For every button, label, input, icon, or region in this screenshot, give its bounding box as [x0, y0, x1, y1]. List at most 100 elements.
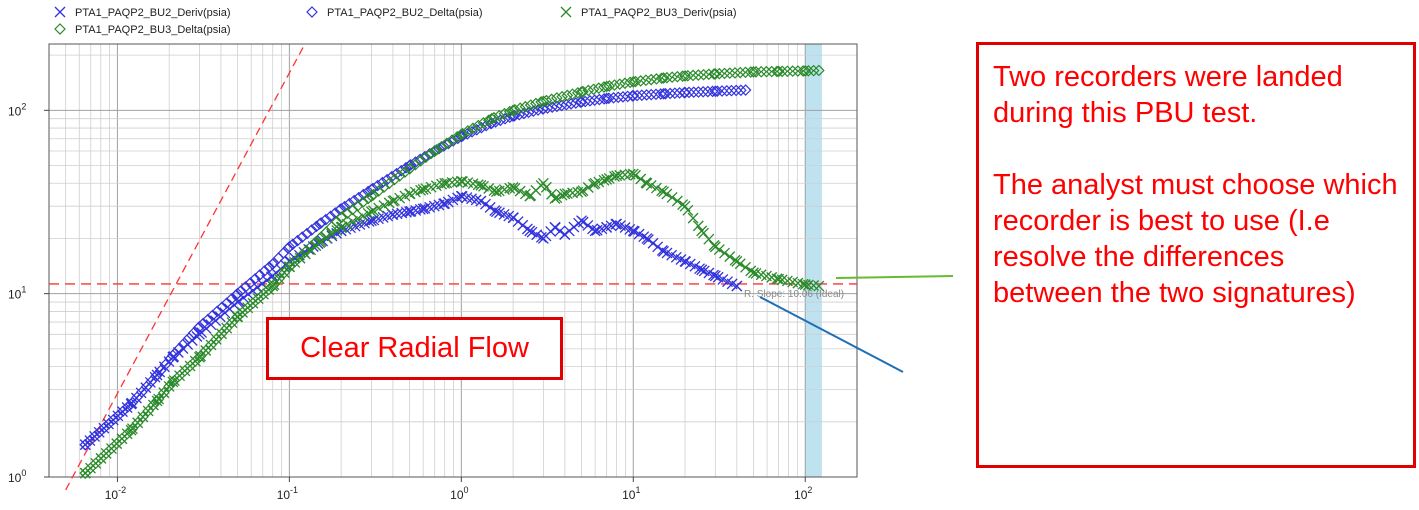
- x-marker: [647, 237, 659, 249]
- diamond-marker: [305, 224, 318, 236]
- diamond-marker: [93, 426, 106, 438]
- data-point: [799, 279, 811, 291]
- data-point: [125, 424, 137, 437]
- data-point: [313, 232, 326, 245]
- x-marker: [671, 195, 683, 207]
- x-marker: [373, 202, 385, 214]
- data-point: [283, 261, 296, 273]
- data-point: [417, 203, 429, 215]
- data-point: [266, 258, 279, 270]
- radial-flow-label: Clear Radial Flow: [266, 317, 563, 380]
- diamond-marker: [372, 185, 385, 197]
- diamond-marker: [158, 386, 170, 399]
- diamond-marker: [202, 313, 214, 326]
- diamond-marker: [519, 100, 532, 113]
- diamond-marker: [409, 158, 422, 171]
- x-marker: [451, 176, 463, 188]
- data-point: [679, 86, 691, 99]
- diamond-marker: [634, 75, 647, 87]
- diamond-marker: [545, 93, 558, 106]
- diamond-marker: [514, 102, 527, 115]
- data-point: [641, 233, 653, 244]
- diamond-marker: [682, 69, 694, 82]
- data-point: [79, 438, 92, 451]
- diamond-marker: [735, 84, 747, 97]
- legend-x-icon: [54, 6, 66, 18]
- diamond-marker: [540, 94, 553, 107]
- diamond-marker: [666, 71, 678, 84]
- diamond-marker: [588, 94, 601, 107]
- data-point: [576, 186, 587, 198]
- data-point: [193, 351, 206, 364]
- diamond-marker: [393, 170, 406, 182]
- diamond-marker: [598, 81, 610, 93]
- diamond-marker: [807, 64, 820, 77]
- x-marker: [352, 213, 364, 225]
- diamond-marker: [687, 86, 700, 99]
- diamond-marker: [461, 125, 474, 137]
- data-point: [365, 206, 377, 218]
- diamond-marker: [399, 166, 411, 178]
- y-tick-label: 102: [8, 101, 26, 118]
- x-marker: [512, 216, 524, 228]
- diamond-marker: [725, 84, 738, 97]
- diamond-marker: [706, 85, 719, 98]
- diamond-marker: [720, 84, 733, 97]
- diamond-marker: [713, 67, 726, 80]
- x-marker: [661, 188, 673, 200]
- data-point: [679, 70, 691, 82]
- diamond-marker: [362, 185, 375, 198]
- x-tick-label: 102: [794, 485, 812, 502]
- data-point: [575, 86, 588, 98]
- diamond-marker: [163, 380, 175, 393]
- diamond-marker: [98, 422, 110, 434]
- diamond-marker: [687, 69, 699, 82]
- data-point: [387, 209, 399, 221]
- diamond-marker: [362, 192, 375, 205]
- series-3: [79, 168, 825, 479]
- x-marker: [551, 192, 563, 204]
- green-pointer-line: [835, 275, 954, 279]
- x-marker: [582, 182, 594, 193]
- data-point: [507, 110, 519, 122]
- x-marker: [724, 251, 736, 263]
- diamond-marker: [697, 85, 710, 98]
- diamond-marker: [566, 88, 579, 100]
- diamond-marker: [137, 411, 149, 423]
- x-marker: [484, 201, 496, 213]
- data-point: [365, 190, 378, 203]
- data-point: [151, 395, 163, 407]
- diamond-marker: [211, 305, 224, 318]
- diamond-marker: [582, 84, 595, 97]
- diamond-marker: [579, 95, 592, 108]
- data-point: [773, 273, 785, 285]
- diamond-marker: [661, 71, 673, 84]
- data-point: [627, 168, 639, 180]
- diamond-marker: [607, 91, 620, 104]
- data-point: [417, 184, 429, 195]
- diamond-marker: [718, 67, 731, 80]
- diamond-marker: [711, 85, 724, 98]
- radial-flow-label-text: Clear Radial Flow: [300, 332, 529, 364]
- data-point: [313, 218, 326, 230]
- legend-diamond-icon: [54, 23, 66, 35]
- x-marker: [504, 182, 516, 194]
- x-tick-label: 10-1: [277, 485, 298, 502]
- data-point: [709, 85, 722, 98]
- data-point: [404, 206, 416, 218]
- slope-annotation: R. Slope: 10.06 (Ideal): [744, 289, 844, 300]
- data-point: [696, 264, 708, 276]
- data-point: [507, 181, 519, 193]
- diamond-marker: [498, 107, 511, 120]
- data-point: [709, 270, 721, 282]
- diamond-marker: [296, 231, 309, 243]
- x-marker: [666, 191, 678, 203]
- diamond-marker: [142, 405, 154, 417]
- blue-pointer-line: [759, 296, 904, 373]
- diamond-marker: [729, 67, 741, 79]
- x-marker: [362, 207, 374, 219]
- data-point: [813, 280, 825, 292]
- diamond-marker: [206, 309, 219, 322]
- x-marker: [582, 219, 594, 231]
- legend-item-3: PTA1_PAQP2_BU3_Deriv(psia): [560, 6, 737, 19]
